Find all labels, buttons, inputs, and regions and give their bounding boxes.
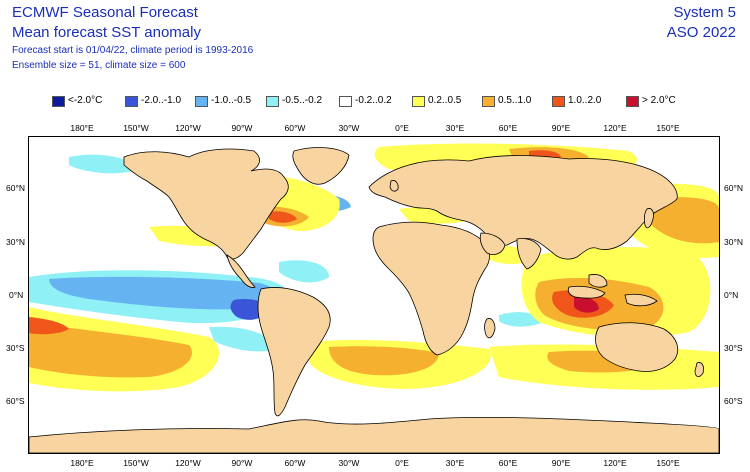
land-australia (595, 322, 679, 372)
land-greenland (292, 147, 350, 185)
anomaly-hot-gulf-stream (269, 211, 297, 223)
anomaly-warm-south-pacific-inner (29, 322, 193, 378)
lat-label-left: 30°N (6, 237, 25, 247)
land-madagascar (484, 318, 496, 339)
system-label: System 5 (673, 4, 736, 21)
lon-label-top: 90°E (551, 123, 571, 133)
legend-swatch (52, 96, 65, 107)
legend-label: -1.0..-0.5 (211, 95, 252, 106)
land-indonesia (567, 285, 606, 299)
land-new-guinea (624, 293, 658, 307)
lon-label-top: 60°E (498, 123, 518, 133)
lon-label-bottom: 60°W (284, 458, 306, 468)
lon-label-top: 30°W (338, 123, 360, 133)
lon-label-top: 90°W (231, 123, 253, 133)
lat-label-right: 30°S (724, 343, 743, 353)
period-label: ASO 2022 (666, 24, 736, 41)
land-british-isles (389, 180, 399, 192)
lat-label-right: 0°N (724, 290, 739, 300)
anomaly-cool-north-pacific (69, 154, 139, 174)
anomaly-cool-indian (499, 312, 541, 327)
land-japan (644, 208, 654, 229)
legend-swatch (266, 96, 279, 107)
lon-label-bottom: 60°E (498, 458, 518, 468)
anomaly-hot-south-pacific (29, 317, 69, 335)
lon-label-bottom: 90°W (231, 458, 253, 468)
chart-subtitle: Mean forecast SST anomaly (12, 24, 201, 41)
land-eurasia (368, 155, 678, 260)
lon-label-top: 120°W (175, 123, 201, 133)
lon-label-bottom: 30°E (445, 458, 465, 468)
legend-swatch (552, 96, 565, 107)
lon-label-bottom: 30°W (338, 458, 360, 468)
anomaly-very-hot-maritime-continent (574, 296, 599, 313)
lon-label-bottom: 0°E (395, 458, 409, 468)
lon-label-bottom: 150°W (123, 458, 149, 468)
lon-label-top: 150°W (123, 123, 149, 133)
legend-label: 0.5..1.0 (498, 95, 532, 106)
land-new-zealand (694, 362, 704, 377)
land-arabia (479, 232, 506, 255)
anomaly-cool-south-pacific (209, 326, 279, 352)
lon-label-top: 0°E (395, 123, 409, 133)
lon-label-top: 30°E (445, 123, 465, 133)
lat-label-right: 60°S (724, 396, 743, 406)
sst-anomaly-map (28, 136, 720, 454)
lon-label-bottom: 120°W (175, 458, 201, 468)
legend-label: 0.2..0.5 (428, 95, 462, 106)
legend-swatch (482, 96, 495, 107)
lon-label-bottom: 150°E (656, 458, 680, 468)
lat-label-left: 30°S (6, 343, 25, 353)
legend-swatch (339, 96, 352, 107)
legend-swatch (195, 96, 208, 107)
legend-label: <-2.0°C (68, 95, 103, 106)
legend-swatch (412, 96, 425, 107)
land-india (516, 238, 542, 270)
lat-label-right: 60°N (724, 183, 743, 193)
land-south-america (257, 287, 331, 417)
legend-label: -0.5..-0.2 (282, 95, 323, 106)
anomaly-cool-pacific-outer (49, 276, 276, 310)
anomaly-cool-atlantic (279, 260, 329, 283)
land-layer (29, 147, 719, 453)
land-borneo (588, 274, 608, 288)
lat-label-right: 30°N (724, 237, 743, 247)
lon-label-top: 60°W (284, 123, 306, 133)
lon-label-top: 120°E (603, 123, 627, 133)
lon-label-bottom: 90°E (551, 458, 571, 468)
lat-label-left: 60°S (6, 396, 25, 406)
map-canvas (29, 143, 719, 453)
lat-label-left: 60°N (6, 183, 25, 193)
legend-label: 1.0..2.0 (568, 95, 602, 106)
anomaly-warm-south-atlantic-inner (329, 346, 439, 376)
chart-title: ECMWF Seasonal Forecast (12, 4, 198, 21)
forecast-start-info: Forecast start is 01/04/22, climate peri… (12, 45, 254, 56)
legend-label: -2.0..-1.0 (141, 95, 182, 106)
lon-label-bottom: 120°E (603, 458, 627, 468)
land-north-america (123, 148, 289, 260)
legend-swatch (125, 96, 138, 107)
ensemble-size-info: Ensemble size = 51, climate size = 600 (12, 60, 186, 71)
legend-label: > 2.0°C (642, 95, 676, 106)
lon-label-bottom: 180°E (70, 458, 94, 468)
legend-label: -0.2..0.2 (355, 95, 392, 106)
land-africa (372, 221, 490, 356)
land-central-america (226, 254, 256, 288)
anomaly-warm-kuroshio-inner (649, 197, 719, 244)
lat-label-left: 0°N (9, 290, 24, 300)
lon-label-top: 180°E (70, 123, 94, 133)
legend-swatch (626, 96, 639, 107)
land-antarctica (29, 416, 719, 453)
lon-label-top: 150°E (656, 123, 680, 133)
